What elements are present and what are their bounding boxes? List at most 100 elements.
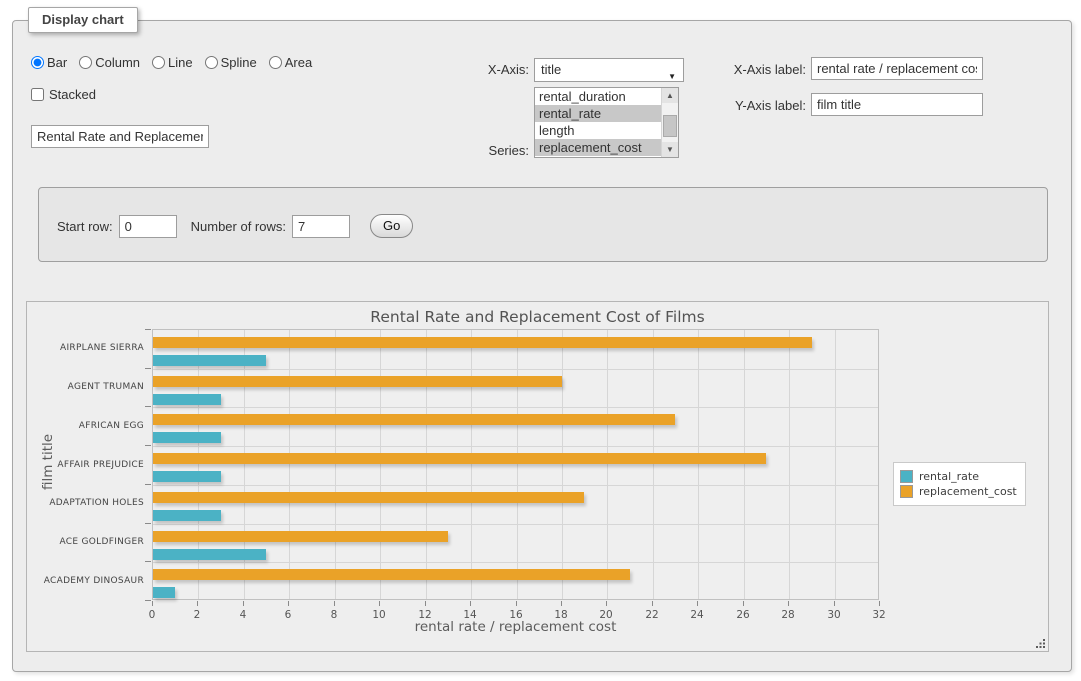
x-axis-tick xyxy=(606,601,607,606)
scroll-up-icon[interactable]: ▲ xyxy=(662,88,678,103)
series-scrollbar[interactable]: ▲ ▼ xyxy=(661,88,678,157)
gridline-vertical xyxy=(426,330,427,599)
chart-type-option-area: Area xyxy=(269,55,312,70)
y-axis-tick xyxy=(145,523,151,524)
x-axis-tick xyxy=(152,601,153,606)
x-tick-label: 2 xyxy=(177,609,217,621)
x-axis-tick xyxy=(834,601,835,606)
resize-handle-icon[interactable] xyxy=(1035,638,1046,649)
scroll-down-icon[interactable]: ▼ xyxy=(662,142,678,157)
fieldset-legend: Display chart xyxy=(28,7,138,33)
x-tick-label: 24 xyxy=(677,609,717,621)
chart-type-option-line: Line xyxy=(152,55,193,70)
x-tick-label: 16 xyxy=(496,609,536,621)
chart-type-radio-area[interactable] xyxy=(269,56,282,69)
legend-swatch-replacement_cost xyxy=(900,485,913,498)
gridline-horizontal xyxy=(153,369,878,370)
bar-replacement_cost-ace-goldfinger xyxy=(153,531,448,542)
x-tick-label: 0 xyxy=(132,609,172,621)
category-label: AGENT TRUMAN xyxy=(27,382,144,392)
gridline-vertical xyxy=(698,330,699,599)
chart-title-input[interactable] xyxy=(31,125,209,148)
x-tick-label: 28 xyxy=(768,609,808,621)
chart-type-radio-column[interactable] xyxy=(79,56,92,69)
chart-type-option-bar: Bar xyxy=(31,55,67,70)
x-axis-tick xyxy=(288,601,289,606)
chart-type-label: Column xyxy=(95,55,140,70)
bar-rental_rate-airplane-sierra xyxy=(153,355,266,366)
y-axis-label-input[interactable] xyxy=(811,93,983,116)
y-axis-tick xyxy=(145,406,151,407)
gridline-vertical xyxy=(789,330,790,599)
gridline-vertical xyxy=(380,330,381,599)
x-tick-label: 8 xyxy=(314,609,354,621)
gridline-horizontal xyxy=(153,407,878,408)
gridline-horizontal xyxy=(153,485,878,486)
x-axis-tick xyxy=(561,601,562,606)
x-axis-label-input[interactable] xyxy=(811,57,983,80)
series-listbox[interactable]: rental_durationrental_ratelengthreplacem… xyxy=(534,87,679,158)
y-axis-tick xyxy=(145,329,151,330)
x-axis-title: rental rate / replacement cost xyxy=(152,619,879,635)
x-tick-label: 10 xyxy=(359,609,399,621)
x-tick-label: 32 xyxy=(859,609,899,621)
series-option-replacement_cost[interactable]: replacement_cost xyxy=(535,139,661,156)
legend-label: replacement_cost xyxy=(919,485,1017,498)
category-label: AIRPLANE SIERRA xyxy=(27,343,144,353)
x-axis-select-label: X-Axis: xyxy=(433,62,529,77)
gridline-vertical xyxy=(289,330,290,599)
stacked-checkbox[interactable] xyxy=(31,88,44,101)
x-axis-tick xyxy=(788,601,789,606)
x-tick-label: 22 xyxy=(632,609,672,621)
x-axis-tick xyxy=(470,601,471,606)
x-tick-label: 6 xyxy=(268,609,308,621)
chart-type-label: Line xyxy=(168,55,193,70)
y-axis-label-label: Y-Axis label: xyxy=(703,98,806,113)
x-tick-label: 18 xyxy=(541,609,581,621)
legend-swatch-rental_rate xyxy=(900,470,913,483)
chevron-down-icon: ▼ xyxy=(668,66,676,88)
number-of-rows-label: Number of rows: xyxy=(191,219,286,234)
x-axis-tick xyxy=(243,601,244,606)
x-axis-tick xyxy=(197,601,198,606)
y-axis-tick xyxy=(145,600,151,601)
bar-replacement_cost-academy-dinosaur xyxy=(153,569,630,580)
x-axis-tick xyxy=(652,601,653,606)
series-option-length[interactable]: length xyxy=(535,122,661,139)
gridline-vertical xyxy=(471,330,472,599)
y-axis-tick xyxy=(145,561,151,562)
start-row-label: Start row: xyxy=(57,219,113,234)
gridline-horizontal xyxy=(153,524,878,525)
y-axis-tick xyxy=(145,484,151,485)
display-chart-fieldset: Display chart BarColumnLineSplineArea St… xyxy=(12,20,1072,672)
bar-rental_rate-adaptation-holes xyxy=(153,510,221,521)
bar-rental_rate-african-egg xyxy=(153,432,221,443)
chart-type-label: Spline xyxy=(221,55,257,70)
chart-type-option-spline: Spline xyxy=(205,55,257,70)
gridline-horizontal xyxy=(153,446,878,447)
chart-type-label: Area xyxy=(285,55,312,70)
series-list-label: Series: xyxy=(433,143,529,158)
scrollbar-thumb[interactable] xyxy=(663,115,677,137)
category-label: ADAPTATION HOLES xyxy=(27,498,144,508)
number-of-rows-input[interactable] xyxy=(292,215,350,238)
go-button[interactable]: Go xyxy=(370,214,413,238)
x-axis-tick xyxy=(879,601,880,606)
category-label: AFRICAN EGG xyxy=(27,421,144,431)
bar-replacement_cost-adaptation-holes xyxy=(153,492,584,503)
series-option-rental_rate[interactable]: rental_rate xyxy=(535,105,661,122)
chart-type-radio-spline[interactable] xyxy=(205,56,218,69)
gridline-vertical xyxy=(835,330,836,599)
x-axis-tick xyxy=(516,601,517,606)
chart-type-radio-bar[interactable] xyxy=(31,56,44,69)
gridline-vertical xyxy=(335,330,336,599)
x-axis-select[interactable]: title ▼ xyxy=(534,58,684,82)
series-option-rental_duration[interactable]: rental_duration xyxy=(535,88,661,105)
category-label: ACADEMY DINOSAUR xyxy=(27,576,144,586)
start-row-input[interactable] xyxy=(119,215,177,238)
bar-replacement_cost-african-egg xyxy=(153,414,675,425)
x-axis-label-label: X-Axis label: xyxy=(703,62,806,77)
y-axis-tick xyxy=(145,445,151,446)
gridline-horizontal xyxy=(153,562,878,563)
chart-type-radio-line[interactable] xyxy=(152,56,165,69)
